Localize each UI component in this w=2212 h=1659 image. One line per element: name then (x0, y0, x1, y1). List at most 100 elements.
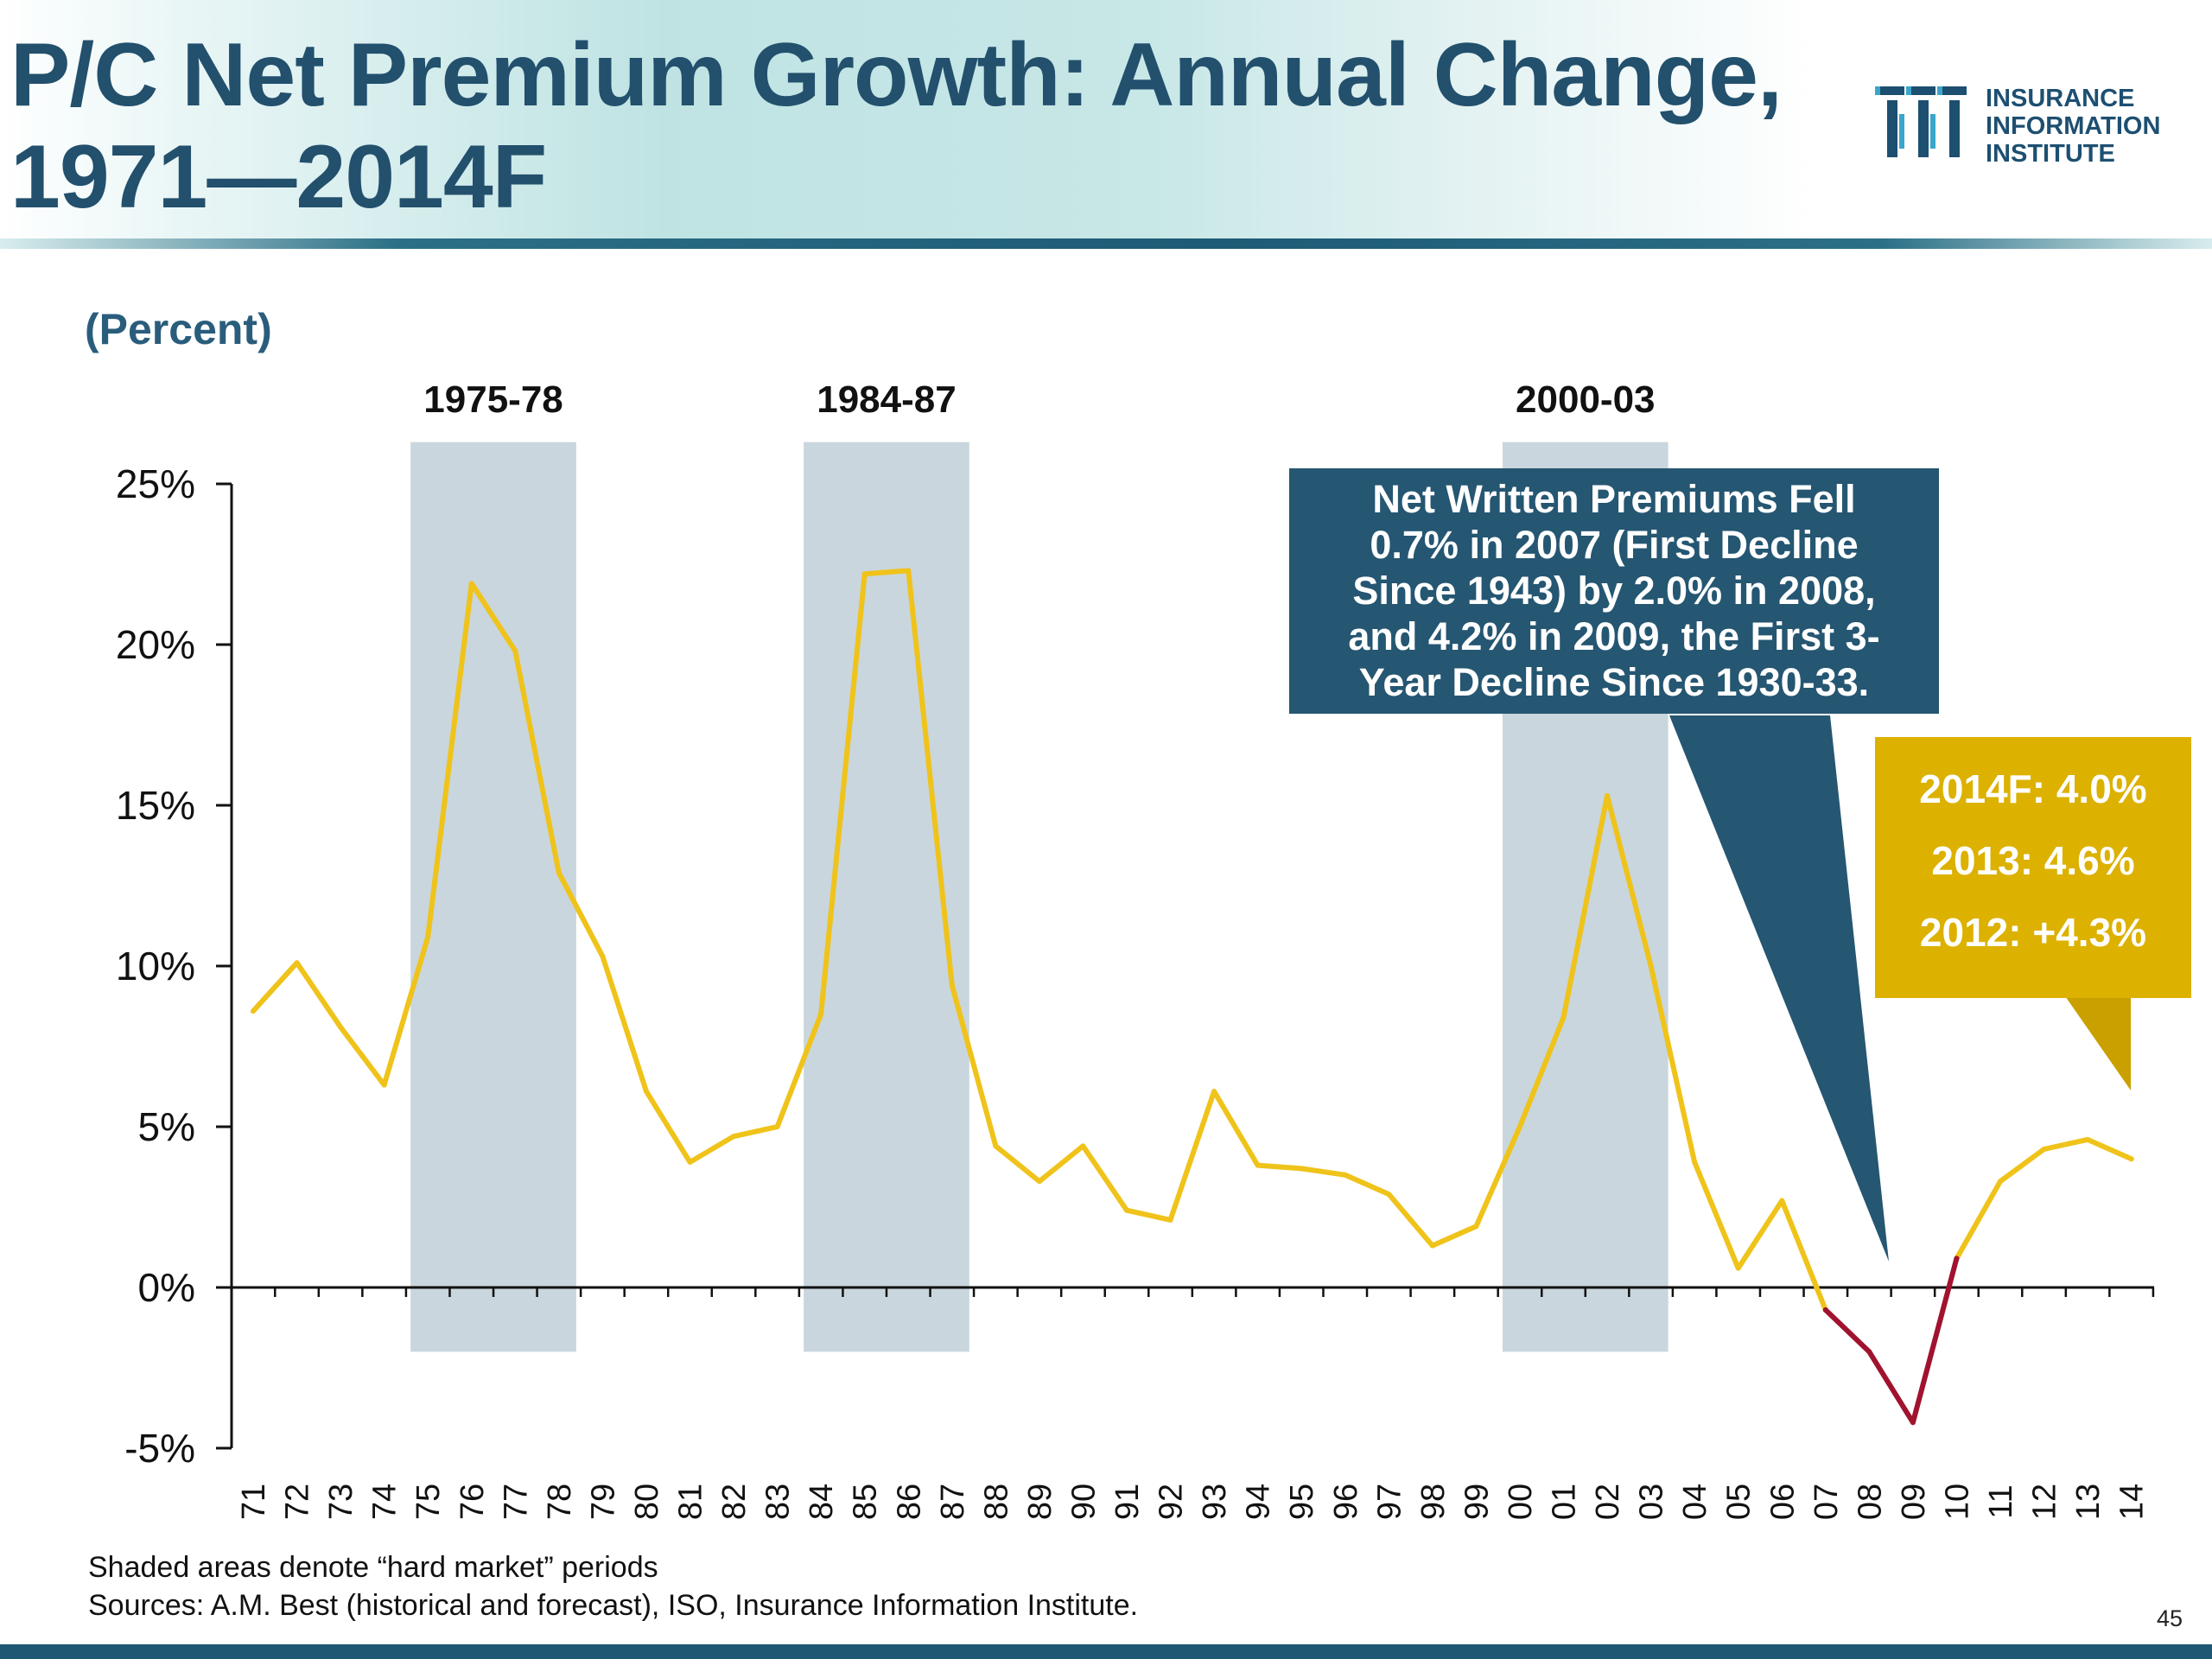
page-number: 45 (2157, 1605, 2183, 1631)
x-tick-label: 76 (454, 1484, 491, 1520)
x-tick-label: 88 (978, 1484, 1014, 1520)
data-point (1516, 1124, 1522, 1129)
y-tick-label: 5% (138, 1104, 195, 1149)
data-point (687, 1159, 693, 1165)
x-tick-label: 92 (1154, 1484, 1190, 1520)
forecast-callout-line: 2014F: 4.0% (1919, 766, 2147, 811)
data-point (1211, 1089, 1217, 1095)
shaded-period-label: 2000-03 (1516, 378, 1655, 421)
data-point (1779, 1198, 1785, 1204)
data-point (993, 1143, 999, 1149)
logo-line-3: INSTITUTE (1986, 140, 2115, 168)
x-tick-label: 02 (1590, 1484, 1626, 1520)
data-point (1473, 1224, 1479, 1230)
y-tick-label: 20% (116, 622, 195, 667)
x-tick-label: 93 (1197, 1484, 1233, 1520)
x-tick-label: 01 (1547, 1484, 1583, 1520)
data-point (774, 1124, 780, 1129)
x-tick-label: 95 (1284, 1484, 1320, 1520)
x-tick-label: 81 (673, 1484, 709, 1520)
data-point (1429, 1243, 1435, 1249)
logo-line-1: INSURANCE (1986, 85, 2135, 112)
x-tick-label: 10 (1939, 1484, 1975, 1520)
data-point (1648, 963, 1654, 969)
x-tick-label: 11 (1983, 1484, 2019, 1518)
data-point (1124, 1207, 1129, 1213)
x-tick-label: 84 (804, 1484, 840, 1520)
x-tick-label: 91 (1109, 1484, 1146, 1520)
shaded-period-1 (410, 442, 576, 1352)
x-tick-label: 89 (1022, 1484, 1058, 1520)
y-tick-label: 15% (116, 783, 195, 828)
data-point (2041, 1147, 2047, 1153)
x-tick-label: 08 (1852, 1484, 1888, 1520)
data-point (338, 1024, 344, 1030)
data-point (1866, 1349, 1872, 1355)
logo-line-2: INFORMATION (1986, 112, 2161, 140)
data-point (731, 1134, 737, 1140)
x-tick-label: 86 (891, 1484, 927, 1520)
data-point (949, 982, 955, 988)
decline-callout-line: 0.7% in 2007 (First Decline (1370, 523, 1859, 567)
footnote: Shaded areas denote “hard market” period… (88, 1548, 1138, 1624)
data-point (1998, 1179, 2003, 1185)
forecast-callout: 2014F: 4.0% 2013: 4.6% 2012: +4.3% (1875, 737, 2191, 998)
x-tick-label: 73 (323, 1484, 359, 1520)
x-tick-label: 03 (1634, 1484, 1670, 1520)
data-point (381, 1082, 387, 1088)
data-point (468, 581, 474, 587)
x-tick-label: 90 (1065, 1484, 1102, 1520)
data-point (425, 934, 431, 940)
data-point (1299, 1166, 1305, 1172)
data-point (556, 870, 562, 876)
data-point (818, 1011, 824, 1017)
x-tick-label: 82 (716, 1484, 753, 1520)
y-tick-label: 10% (116, 944, 195, 988)
logo-text: INSURANCE INFORMATION INSTITUTE (1986, 85, 2160, 168)
x-tick-label: 85 (848, 1484, 884, 1520)
data-point (1386, 1192, 1392, 1198)
x-tick-label: 72 (280, 1484, 316, 1520)
decline-callout-line: Since 1943) by 2.0% in 2008, (1352, 569, 1876, 613)
x-tick-label: 75 (410, 1484, 447, 1520)
decline-line (1822, 1255, 1960, 1426)
x-tick-label: 96 (1328, 1484, 1364, 1520)
shaded-period-label: 1975-78 (423, 378, 563, 421)
data-point (294, 960, 300, 966)
footnote-line-1: Shaded areas denote “hard market” period… (88, 1551, 658, 1584)
x-tick-label: 13 (2070, 1484, 2107, 1520)
series-line (1954, 1136, 2134, 1262)
x-tick-label: 87 (935, 1484, 971, 1520)
data-point (1342, 1172, 1348, 1178)
x-tick-label: 77 (498, 1484, 534, 1520)
footer-bar (0, 1644, 2212, 1659)
x-tick-label: 97 (1371, 1484, 1408, 1520)
iii-logo-icon (1875, 86, 1967, 157)
y-tick-label: 0% (138, 1265, 195, 1310)
decline-callout-line: Year Decline Since 1930-33. (1358, 660, 1870, 704)
data-point (1954, 1255, 1960, 1262)
x-tick-label: 14 (2114, 1484, 2151, 1520)
data-point (1692, 1159, 1698, 1165)
x-tick-label: 98 (1415, 1484, 1452, 1520)
data-point (1822, 1307, 1828, 1313)
forecast-callout-line: 2013: 4.6% (1931, 838, 2135, 883)
data-point (2085, 1136, 2091, 1142)
x-tick-label: 74 (367, 1484, 404, 1520)
data-point (1080, 1143, 1086, 1149)
decline-callout-pointer (1669, 715, 1889, 1262)
title-line-2: 1971—2014F (10, 127, 547, 227)
page-title: P/C Net Premium Growth: Annual Change, 1… (10, 24, 1783, 228)
header-band (0, 0, 2212, 244)
x-tick-label: 09 (1896, 1484, 1932, 1520)
data-point (1605, 792, 1611, 798)
x-tick-label: 12 (2027, 1484, 2063, 1520)
x-tick-label: 04 (1677, 1484, 1713, 1520)
shaded-period-label: 1984-87 (817, 378, 956, 421)
data-point (643, 1089, 649, 1095)
decline-callout-line: and 4.2% in 2009, the First 3- (1348, 614, 1880, 658)
forecast-callout-line: 2012: +4.3% (1919, 910, 2147, 955)
data-point (2128, 1156, 2134, 1162)
x-tick-label: 83 (760, 1484, 797, 1520)
